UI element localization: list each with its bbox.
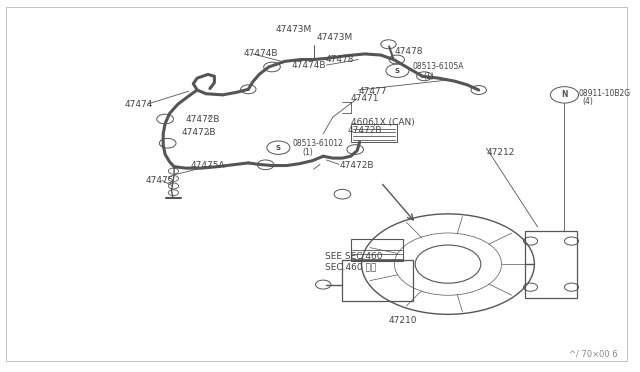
Text: 47210: 47210 bbox=[389, 316, 417, 325]
Text: 47475: 47475 bbox=[146, 176, 175, 185]
Text: 47474B: 47474B bbox=[243, 49, 278, 58]
Text: SEC.460 参図: SEC.460 参図 bbox=[325, 262, 376, 271]
Text: ^/ 70×00 6: ^/ 70×00 6 bbox=[569, 350, 618, 359]
Text: N: N bbox=[561, 90, 568, 99]
Text: 47475A: 47475A bbox=[191, 161, 225, 170]
Bar bbox=[525, 231, 577, 298]
Text: S: S bbox=[395, 68, 400, 74]
Text: 47478: 47478 bbox=[395, 47, 424, 56]
Text: (1): (1) bbox=[423, 72, 434, 81]
Text: 47474: 47474 bbox=[125, 100, 153, 109]
Bar bbox=[351, 239, 403, 261]
Text: 08513-61012: 08513-61012 bbox=[292, 140, 343, 148]
Text: 47473M: 47473M bbox=[317, 33, 353, 42]
Text: 47472B: 47472B bbox=[348, 126, 382, 135]
Text: SEE SEC.460: SEE SEC.460 bbox=[325, 252, 383, 261]
Text: 47474B: 47474B bbox=[291, 61, 326, 70]
Text: 47472B: 47472B bbox=[181, 128, 216, 137]
Text: (4): (4) bbox=[582, 97, 593, 106]
Text: (1): (1) bbox=[303, 148, 314, 157]
Text: 46061X (CAN): 46061X (CAN) bbox=[351, 118, 415, 127]
Text: 47472B: 47472B bbox=[186, 115, 220, 124]
Text: 47471: 47471 bbox=[351, 94, 380, 103]
Text: 47212: 47212 bbox=[486, 148, 515, 157]
Text: 47477: 47477 bbox=[358, 87, 387, 96]
Text: 47472B: 47472B bbox=[339, 161, 374, 170]
Bar bbox=[342, 260, 413, 301]
Text: 08513-6105A: 08513-6105A bbox=[413, 62, 464, 71]
Text: S: S bbox=[276, 145, 281, 151]
Text: 47473M: 47473M bbox=[275, 25, 312, 34]
Text: 08911-10B2G: 08911-10B2G bbox=[579, 89, 630, 98]
Bar bbox=[351, 124, 397, 142]
Text: 47478: 47478 bbox=[325, 55, 354, 64]
